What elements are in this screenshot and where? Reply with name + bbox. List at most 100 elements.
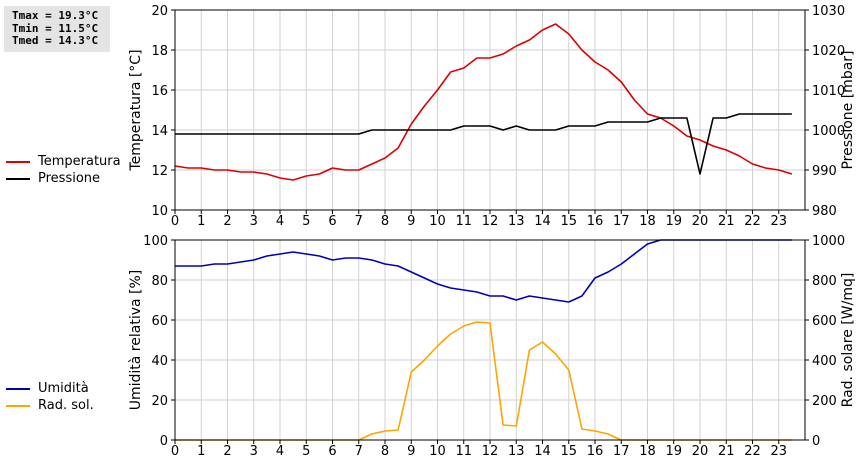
legend-item-solar: Rad. sol. — [6, 397, 94, 414]
top-chart-legend: Temperatura Pressione — [6, 153, 121, 187]
y2-axis-title: Pressione [mbar] — [840, 50, 856, 169]
y2-tick-label: 1030 — [812, 4, 845, 19]
y2-tick-label: 1010 — [812, 84, 845, 99]
legend-label-humidity: Umidità — [38, 381, 89, 396]
y-tick-label: 20 — [151, 394, 168, 409]
x-tick-label: 10 — [429, 214, 446, 229]
x-tick-label: 19 — [665, 444, 682, 459]
temperature-stats-box: Tmax = 19.3°C Tmin = 11.5°C Tmed = 14.3°… — [4, 6, 110, 52]
series-line-temperatura — [174, 23, 793, 181]
x-tick-label: 19 — [665, 214, 682, 229]
x-tick-label: 3 — [250, 444, 258, 459]
x-tick-label: 9 — [407, 444, 415, 459]
x-tick-label: 3 — [250, 214, 258, 229]
x-tick-label: 23 — [770, 214, 787, 229]
legend-swatch-pressure — [6, 177, 30, 180]
y2-tick-label: 800 — [812, 274, 837, 289]
temperature-pressure-chart: 0 1 2 3 4 5 6 7 8 9 10 11 12 13 14 15 16 17 18 19 20 21 22 2310… — [128, 4, 856, 229]
y-tick-label: 60 — [151, 314, 168, 329]
x-tick-label: 18 — [639, 214, 656, 229]
y2-axis-title: Rad. solare [W/mq] — [840, 273, 856, 408]
x-tick-label: 1 — [197, 214, 205, 229]
x-tick-label: 17 — [613, 214, 630, 229]
x-tick-label: 9 — [407, 214, 415, 229]
humidity-solar-chart: 0 1 2 3 4 5 6 7 8 9 10 11 12 13 14 15 16 17 18 19 20 21 22 2302… — [128, 234, 856, 459]
legend-item-humidity: Umidità — [6, 380, 94, 397]
x-tick-label: 20 — [692, 444, 709, 459]
tmax-label: Tmax = 19.3°C — [12, 9, 99, 22]
y-tick-label: 10 — [151, 204, 168, 219]
y-tick-label: 80 — [151, 274, 168, 289]
x-tick-label: 5 — [302, 444, 310, 459]
x-tick-label: 18 — [639, 444, 656, 459]
legend-label-temperature: Temperatura — [38, 154, 121, 169]
x-tick-label: 2 — [223, 444, 231, 459]
x-tick-label: 5 — [302, 214, 310, 229]
y-tick-label: 18 — [151, 44, 168, 59]
x-tick-label: 0 — [171, 444, 179, 459]
x-tick-label: 6 — [328, 214, 336, 229]
x-tick-label: 13 — [508, 214, 525, 229]
y-tick-label: 20 — [151, 4, 168, 19]
x-tick-label: 22 — [744, 214, 761, 229]
tmin-label: Tmin = 11.5°C — [12, 21, 99, 35]
x-tick-label: 23 — [770, 444, 787, 459]
x-tick-label: 22 — [744, 444, 761, 459]
x-tick-label: 7 — [355, 444, 363, 459]
series-line-rad-sol — [175, 321, 792, 441]
y-tick-label: 16 — [151, 84, 168, 99]
x-tick-label: 15 — [560, 444, 577, 459]
legend-item-temperature: Temperatura — [6, 153, 121, 170]
y-tick-label: 14 — [151, 124, 168, 139]
x-tick-label: 11 — [455, 444, 472, 459]
legend-swatch-solar — [6, 404, 30, 407]
y2-tick-label: 600 — [812, 314, 837, 329]
x-tick-label: 2 — [223, 214, 231, 229]
series-line-pressione — [175, 113, 792, 175]
y2-tick-label: 980 — [812, 204, 837, 219]
y2-tick-label: 990 — [812, 164, 837, 179]
y2-tick-label: 1000 — [812, 234, 845, 249]
x-tick-label: 16 — [587, 444, 604, 459]
x-tick-label: 12 — [482, 214, 499, 229]
legend-label-solar: Rad. sol. — [38, 398, 94, 413]
y-tick-label: 12 — [151, 164, 168, 179]
y-tick-label: 0 — [160, 434, 168, 449]
x-tick-label: 21 — [718, 214, 735, 229]
legend-swatch-temperature — [6, 160, 30, 163]
x-tick-label: 8 — [381, 444, 389, 459]
x-tick-label: 6 — [328, 444, 336, 459]
y-tick-label: 40 — [151, 354, 168, 369]
y-tick-label: 100 — [143, 234, 168, 249]
y2-tick-label: 0 — [812, 434, 820, 449]
x-tick-label: 10 — [429, 444, 446, 459]
y-axis-title: Umidità relativa [%] — [128, 270, 144, 411]
bottom-chart-legend: Umidità Rad. sol. — [6, 380, 94, 414]
x-tick-label: 7 — [355, 214, 363, 229]
x-tick-label: 15 — [560, 214, 577, 229]
y-axis-title: Temperatura [°C] — [128, 49, 144, 171]
series-line-umidit — [175, 239, 792, 303]
x-tick-label: 17 — [613, 444, 630, 459]
x-tick-label: 0 — [171, 214, 179, 229]
x-tick-label: 14 — [534, 444, 551, 459]
x-tick-label: 8 — [381, 214, 389, 229]
y2-tick-label: 400 — [812, 354, 837, 369]
legend-swatch-humidity — [6, 387, 30, 390]
x-tick-label: 4 — [276, 214, 284, 229]
x-tick-label: 20 — [692, 214, 709, 229]
y2-tick-label: 1020 — [812, 44, 845, 59]
y2-tick-label: 200 — [812, 394, 837, 409]
x-tick-label: 4 — [276, 444, 284, 459]
x-tick-label: 13 — [508, 444, 525, 459]
tmed-label: Tmed = 14.3°C — [12, 34, 99, 47]
x-tick-label: 1 — [197, 444, 205, 459]
legend-item-pressure: Pressione — [6, 170, 121, 187]
y2-tick-label: 1000 — [812, 124, 845, 139]
legend-label-pressure: Pressione — [38, 171, 101, 186]
x-tick-label: 11 — [455, 214, 472, 229]
x-tick-label: 21 — [718, 444, 735, 459]
x-tick-label: 14 — [534, 214, 551, 229]
x-tick-label: 16 — [587, 214, 604, 229]
